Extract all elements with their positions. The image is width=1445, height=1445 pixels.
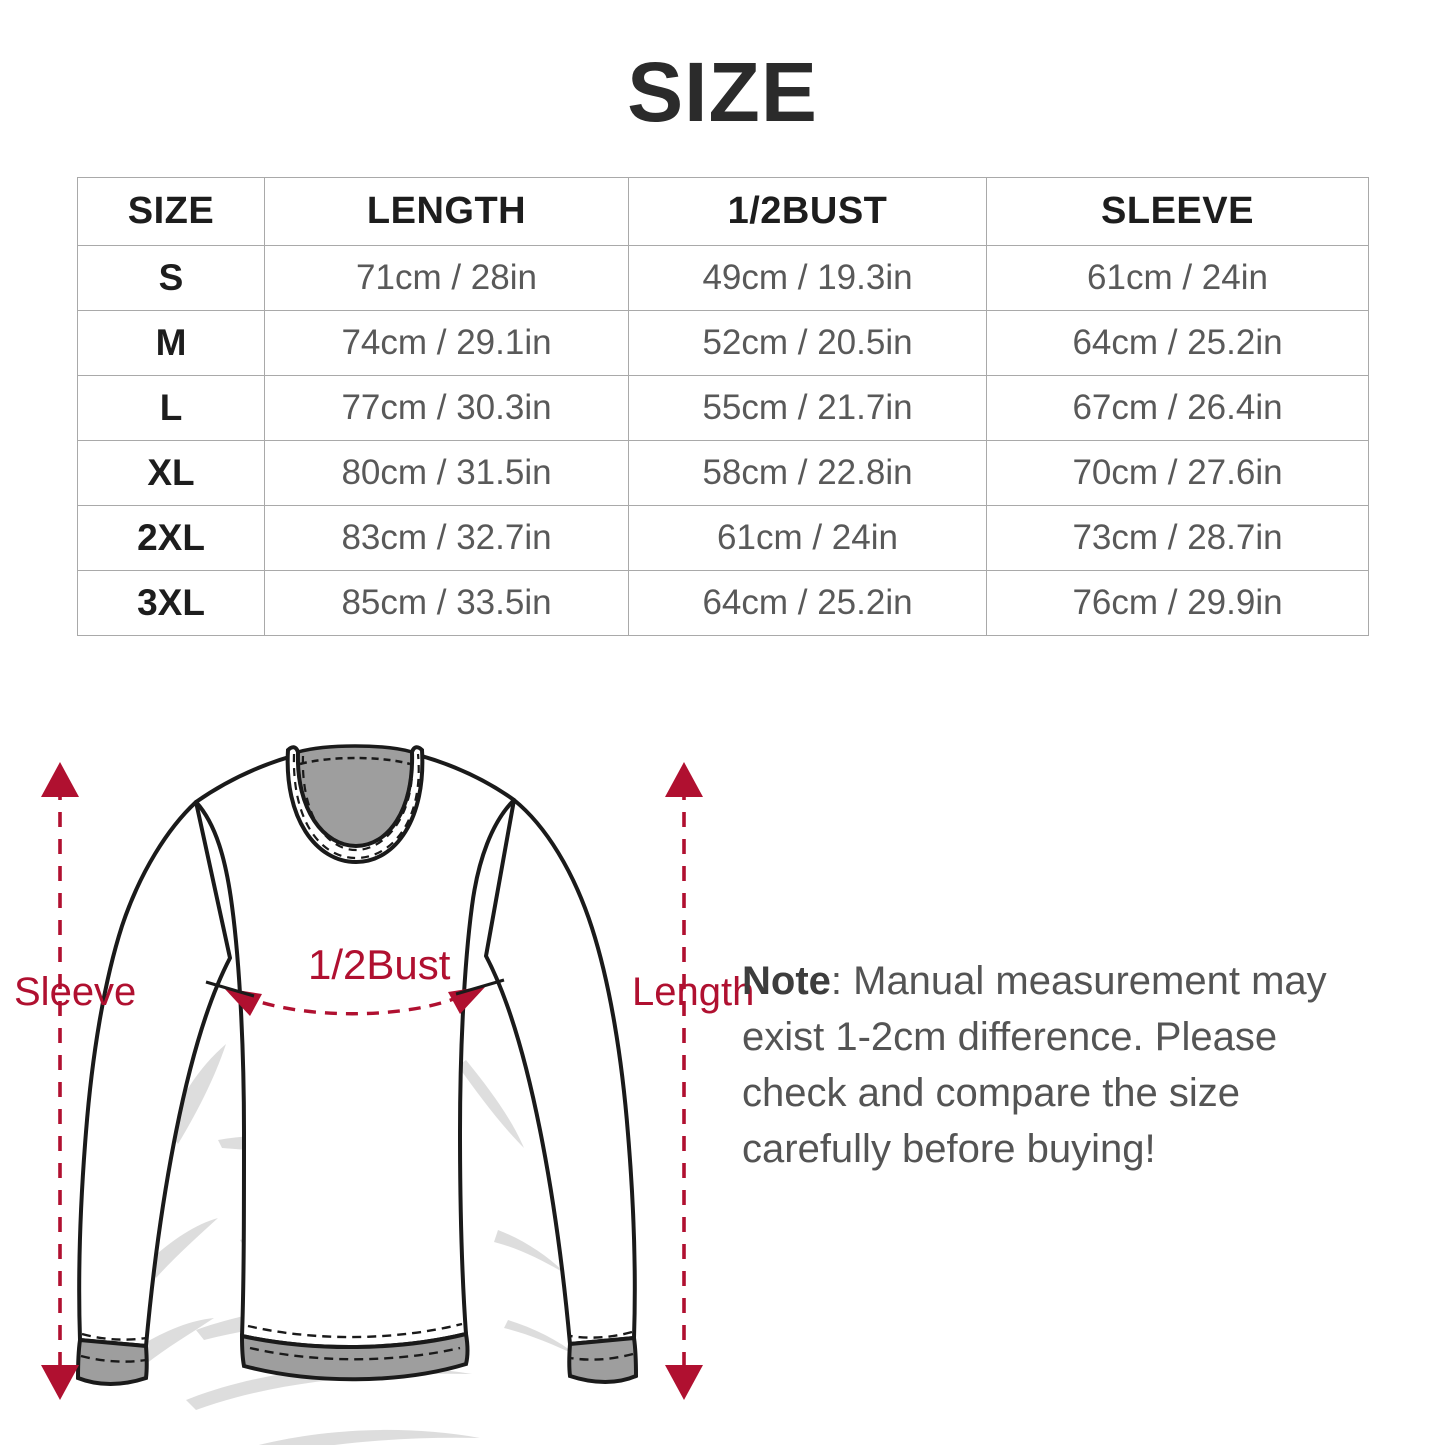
length-arrowhead-bottom	[665, 1365, 703, 1400]
length-measure-label: Length	[632, 970, 755, 1014]
hem-stitch-upper	[247, 1322, 463, 1339]
right-cuff-stitch-2	[569, 1352, 634, 1361]
cell-bust: 64cm / 25.2in	[628, 570, 987, 636]
size-table: SIZE LENGTH 1/2BUST SLEEVE S 71cm / 28in…	[77, 177, 1369, 636]
table-row: M 74cm / 29.1in 52cm / 20.5in 64cm / 25.…	[77, 310, 1369, 376]
note-body: : Manual measurement may exist 1-2cm dif…	[742, 959, 1327, 1171]
bust-measure-label: 1/2Bust	[308, 941, 451, 988]
cell-sleeve: 64cm / 25.2in	[986, 310, 1369, 376]
column-header-length: LENGTH	[264, 177, 629, 246]
cell-sleeve: 67cm / 26.4in	[986, 375, 1369, 441]
column-header-size: SIZE	[77, 177, 265, 246]
column-header-sleeve: SLEEVE	[986, 177, 1369, 246]
cell-sleeve: 73cm / 28.7in	[986, 505, 1369, 571]
left-cuff-stitch-1	[81, 1332, 147, 1341]
cell-length: 77cm / 30.3in	[264, 375, 629, 441]
right-cuff-stitch-1	[569, 1330, 633, 1339]
cell-bust: 58cm / 22.8in	[628, 440, 987, 506]
cell-length: 83cm / 32.7in	[264, 505, 629, 571]
collar-stitch-inner	[301, 755, 414, 852]
cell-sleeve: 70cm / 27.6in	[986, 440, 1369, 506]
cell-length: 71cm / 28in	[264, 245, 629, 311]
hem-stitch-lower	[249, 1346, 461, 1361]
table-row: 3XL 85cm / 33.5in 64cm / 25.2in 76cm / 2…	[77, 570, 1369, 636]
table-row: XL 80cm / 31.5in 58cm / 22.8in 70cm / 27…	[77, 440, 1369, 506]
table-row: 2XL 83cm / 32.7in 61cm / 24in 73cm / 28.…	[77, 505, 1369, 571]
collar-inner-top-seam	[299, 756, 411, 766]
bust-tick-right	[455, 978, 505, 996]
column-header-bust: 1/2BUST	[628, 177, 987, 246]
measurement-diagram: Sleeve Length 1/2Bust Note: Manual measu…	[0, 700, 1445, 1445]
length-arrowhead-top	[665, 762, 703, 797]
bust-tick-left	[205, 980, 255, 998]
cell-bust: 49cm / 19.3in	[628, 245, 987, 311]
shirt-torso	[194, 748, 516, 1349]
shirt-left-sleeve	[77, 800, 232, 1348]
table-header-row: SIZE LENGTH 1/2BUST SLEEVE	[77, 177, 1369, 246]
table-row: S 71cm / 28in 49cm / 19.3in 61cm / 24in	[77, 245, 1369, 311]
cell-size: M	[77, 310, 265, 376]
left-cuff-stitch-2	[80, 1354, 147, 1363]
cell-bust: 52cm / 20.5in	[628, 310, 987, 376]
cell-size: S	[77, 245, 265, 311]
shirt-illustration-svg	[41, 744, 703, 1445]
sleeve-measure-label: Sleeve	[14, 970, 137, 1014]
shirt-hem	[239, 1331, 470, 1382]
cell-size: 2XL	[77, 505, 265, 571]
sleeve-arrowhead-bottom	[41, 1365, 79, 1400]
cell-sleeve: 76cm / 29.9in	[986, 570, 1369, 636]
cell-size: XL	[77, 440, 265, 506]
cell-sleeve: 61cm / 24in	[986, 245, 1369, 311]
sleeve-arrowhead-top	[41, 762, 79, 797]
cell-length: 85cm / 33.5in	[264, 570, 629, 636]
cell-bust: 55cm / 21.7in	[628, 375, 987, 441]
cell-size: 3XL	[77, 570, 265, 636]
page-title: SIZE	[627, 45, 818, 139]
note-prefix: Note	[742, 959, 831, 1003]
cell-length: 74cm / 29.1in	[264, 310, 629, 376]
table-row: L 77cm / 30.3in 55cm / 21.7in 67cm / 26.…	[77, 375, 1369, 441]
shirt-right-sleeve	[484, 798, 637, 1346]
measurement-note: Note: Manual measurement may exist 1-2cm…	[742, 953, 1387, 1177]
cell-size: L	[77, 375, 265, 441]
cell-bust: 61cm / 24in	[628, 505, 987, 571]
bust-measure-line	[242, 992, 467, 1016]
cell-length: 80cm / 31.5in	[264, 440, 629, 506]
